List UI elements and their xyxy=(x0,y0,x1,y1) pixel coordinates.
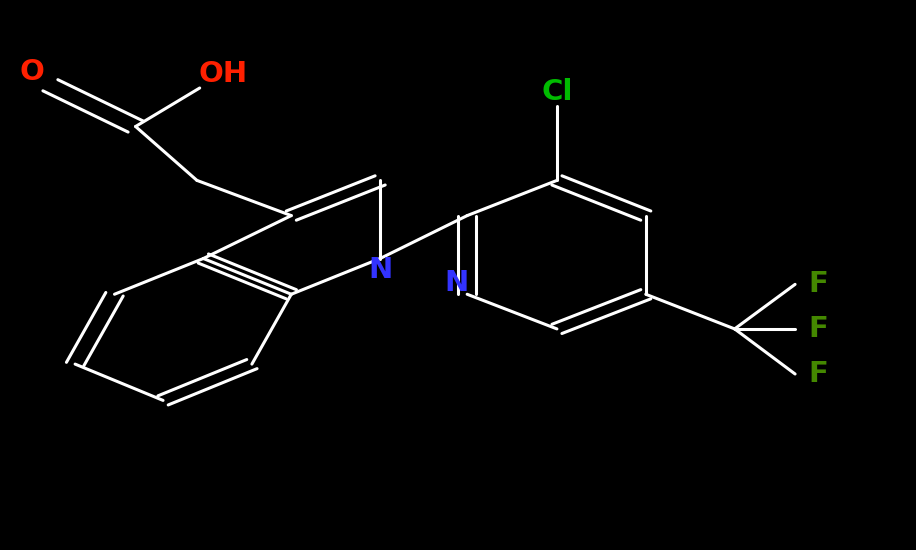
Text: F: F xyxy=(808,271,828,298)
Text: N: N xyxy=(444,270,468,297)
Text: N: N xyxy=(368,256,392,283)
Text: OH: OH xyxy=(198,60,247,88)
Text: F: F xyxy=(808,315,828,343)
Text: F: F xyxy=(808,360,828,388)
Text: O: O xyxy=(19,58,45,85)
Text: Cl: Cl xyxy=(541,78,572,106)
